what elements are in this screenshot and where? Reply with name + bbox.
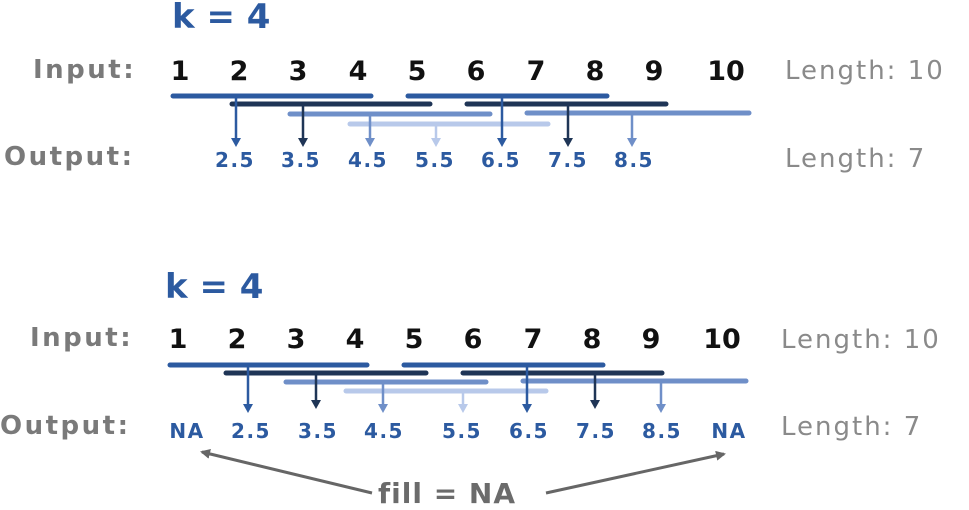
input-value: 10 (707, 56, 745, 87)
input-value: 4 (348, 56, 368, 87)
output-value: 2.5 (215, 148, 255, 172)
input-value: 5 (407, 56, 427, 87)
fill-arrow-left (200, 449, 373, 495)
output-value: 5.5 (442, 419, 482, 443)
input-length-top: Length: 10 (785, 56, 945, 86)
output-value: 8.5 (614, 148, 654, 172)
input-value: 2 (227, 324, 247, 355)
output-label-bottom: Output: (0, 411, 131, 441)
output-na-right: NA (711, 419, 747, 443)
input-value: 9 (641, 324, 661, 355)
input-value: 10 (703, 324, 741, 355)
fill-note: fill = NA (378, 477, 517, 510)
input-value: 1 (170, 56, 190, 87)
output-value: 4.5 (364, 419, 404, 443)
input-value: 6 (463, 324, 483, 355)
output-value: 8.5 (642, 419, 682, 443)
output-value: 3.5 (298, 419, 338, 443)
input-value: 7 (526, 56, 546, 87)
input-value: 4 (345, 324, 365, 355)
k-label-top: k = 4 (172, 0, 271, 37)
input-value: 3 (288, 56, 308, 87)
input-value: 6 (466, 56, 486, 87)
output-length-top: Length: 7 (785, 144, 927, 174)
output-na-left: NA (169, 419, 205, 443)
input-value: 7 (523, 324, 543, 355)
output-value: 5.5 (415, 148, 455, 172)
input-label-top: Input: (33, 55, 137, 85)
input-value: 5 (404, 324, 424, 355)
input-value: 3 (286, 324, 306, 355)
input-value: 2 (229, 56, 249, 87)
input-length-bottom: Length: 10 (781, 325, 941, 355)
input-value: 1 (168, 324, 188, 355)
output-value: 6.5 (509, 419, 549, 443)
output-value: 2.5 (231, 419, 271, 443)
output-length-bottom: Length: 7 (781, 412, 923, 442)
output-value: 6.5 (481, 148, 521, 172)
input-value: 8 (582, 324, 602, 355)
input-value: 9 (644, 56, 664, 87)
output-value: 7.5 (576, 419, 616, 443)
output-value: 4.5 (348, 148, 388, 172)
output-label-top: Output: (4, 142, 135, 172)
down-arrows-bottom (243, 365, 666, 413)
output-value: 3.5 (281, 148, 321, 172)
fill-arrow-right (545, 450, 726, 495)
input-value: 8 (585, 56, 605, 87)
k-label-bottom: k = 4 (165, 267, 264, 307)
output-value: 7.5 (548, 148, 588, 172)
input-label-bottom: Input: (30, 323, 134, 353)
down-arrows-top (231, 96, 637, 147)
